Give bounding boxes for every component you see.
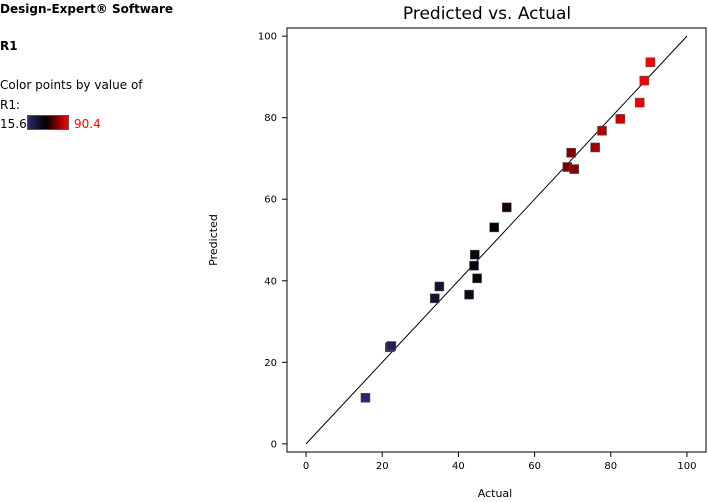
x-tick-label: 80 bbox=[604, 461, 617, 472]
color-scale-bar bbox=[27, 115, 69, 130]
data-point bbox=[501, 202, 512, 213]
x-tick-label: 60 bbox=[528, 461, 541, 472]
data-point bbox=[639, 75, 650, 86]
reference-line-group bbox=[305, 35, 688, 445]
data-point bbox=[386, 341, 397, 351]
color-scale-min: 15.6 bbox=[0, 117, 27, 131]
data-point bbox=[597, 125, 607, 136]
data-point bbox=[590, 142, 600, 153]
x-tick-label: 20 bbox=[376, 461, 389, 472]
color-by-response: R1: bbox=[0, 98, 21, 112]
data-point bbox=[434, 281, 445, 292]
data-points bbox=[360, 57, 656, 403]
response-name: R1 bbox=[0, 39, 18, 53]
y-tick-label: 60 bbox=[264, 195, 277, 206]
data-point bbox=[489, 222, 500, 233]
y-tick-label: 100 bbox=[258, 32, 277, 43]
x-axis-label: Actual bbox=[478, 487, 512, 500]
data-point bbox=[615, 114, 626, 124]
reference-line bbox=[305, 35, 688, 445]
y-tick-label: 0 bbox=[271, 439, 277, 450]
data-point bbox=[429, 293, 440, 304]
x-tick-label: 40 bbox=[452, 461, 465, 472]
axes: 0 20 40 60 80 100 0 20 40 60 80 100 bbox=[258, 32, 697, 472]
data-point bbox=[634, 97, 645, 108]
data-point bbox=[645, 57, 656, 68]
y-tick-label: 20 bbox=[264, 358, 277, 369]
data-point bbox=[464, 289, 474, 300]
data-point bbox=[472, 273, 482, 284]
chart-title: Predicted vs. Actual bbox=[403, 4, 571, 24]
app-title: Design-Expert® Software bbox=[0, 2, 174, 16]
data-point bbox=[360, 392, 371, 403]
x-tick-label: 100 bbox=[677, 461, 696, 472]
data-point bbox=[569, 164, 580, 174]
color-scale-max: 90.4 bbox=[74, 117, 101, 131]
x-tick-label: 0 bbox=[303, 461, 309, 472]
y-tick-label: 80 bbox=[264, 113, 277, 124]
data-point bbox=[469, 260, 479, 271]
y-tick-label: 40 bbox=[264, 276, 277, 287]
plot-area bbox=[286, 27, 707, 453]
y-axis-label: Predicted bbox=[207, 214, 220, 266]
data-point bbox=[469, 249, 480, 260]
data-point bbox=[566, 147, 576, 158]
color-by-label: Color points by value of bbox=[0, 78, 143, 92]
